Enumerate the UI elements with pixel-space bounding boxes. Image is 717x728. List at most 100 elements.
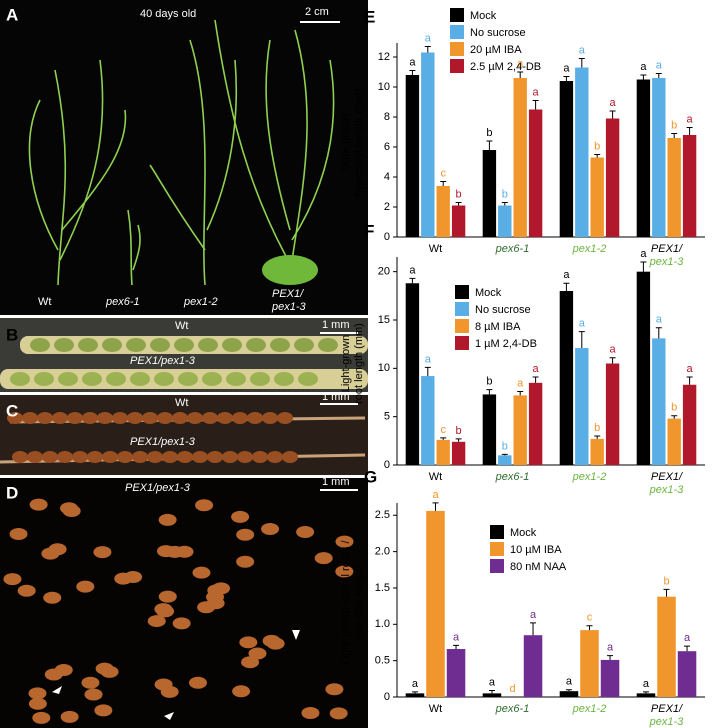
- error-bar: [607, 655, 614, 660]
- seed: [335, 565, 354, 578]
- error-bar: [532, 100, 539, 110]
- panel-label: A: [6, 5, 18, 24]
- error-bar: [409, 70, 416, 75]
- seed: [114, 572, 133, 585]
- x-tick-label: Wt: [429, 471, 442, 483]
- seed: [37, 412, 53, 424]
- scale-text: 1 mm: [322, 476, 350, 488]
- significance-letter: a: [533, 363, 540, 375]
- bar: [580, 630, 599, 697]
- seed: [28, 697, 47, 710]
- seed: [248, 647, 267, 660]
- error-bar: [671, 415, 678, 419]
- significance-letter: a: [489, 676, 496, 688]
- error-bar: [455, 202, 462, 206]
- seed: [154, 603, 173, 616]
- y-tick-label: 0.5: [375, 655, 390, 667]
- bar: [559, 291, 574, 465]
- scale-text: 1 mm: [322, 391, 350, 403]
- error-bar: [642, 691, 649, 694]
- ovule: [150, 338, 170, 352]
- bar: [652, 338, 666, 465]
- seed: [222, 451, 238, 463]
- legend-swatch: [450, 25, 464, 39]
- caption: pex1-2: [183, 296, 218, 308]
- error-bar: [594, 154, 601, 158]
- error-bar: [440, 437, 447, 440]
- bar: [482, 394, 497, 465]
- seed: [142, 412, 158, 424]
- seed: [17, 584, 36, 597]
- seed: [188, 676, 207, 689]
- caption: PEX1/pex1-3: [125, 482, 191, 494]
- y-tick-label: 1.0: [375, 618, 390, 630]
- y-tick-label: 5: [384, 411, 390, 423]
- ovule: [174, 338, 194, 352]
- seed: [241, 656, 260, 669]
- seed: [231, 510, 250, 523]
- error-bar: [655, 327, 662, 339]
- error-bar: [655, 73, 662, 78]
- significance-letter: b: [502, 440, 508, 452]
- significance-letter: b: [663, 575, 669, 587]
- bar: [667, 138, 681, 237]
- x-tick-label: pex6-1: [495, 703, 530, 715]
- bar: [436, 439, 450, 465]
- legend-swatch: [450, 42, 464, 56]
- seed: [60, 710, 79, 723]
- significance-letter: a: [425, 353, 432, 365]
- legend-label: Mock: [470, 10, 497, 22]
- seed: [147, 615, 166, 628]
- y-axis-label: mm root length: [353, 566, 365, 639]
- seed: [296, 526, 315, 539]
- error-bar: [530, 622, 537, 636]
- significance-letter: a: [566, 676, 573, 688]
- caption: PEX1/pex1-3: [130, 436, 196, 448]
- seed: [329, 707, 348, 720]
- seed: [67, 412, 83, 424]
- seed: [160, 685, 179, 698]
- error-bar: [486, 140, 493, 150]
- significance-letter: a: [610, 97, 617, 109]
- x-tick-label: pex1-2: [572, 471, 607, 483]
- seed: [22, 412, 38, 424]
- seed: [192, 566, 211, 579]
- ovule: [274, 372, 294, 386]
- y-tick-label: 15: [378, 314, 390, 326]
- seed: [187, 412, 203, 424]
- error-bar: [686, 127, 693, 135]
- seed: [177, 451, 193, 463]
- seed: [314, 552, 333, 565]
- bar: [405, 75, 420, 237]
- ovule: [298, 372, 318, 386]
- bar: [421, 376, 435, 465]
- significance-letter: b: [486, 127, 492, 139]
- y-tick-label: 0: [384, 459, 390, 471]
- significance-letter: a: [607, 641, 614, 653]
- error-bar: [453, 644, 460, 650]
- seed: [325, 683, 344, 696]
- y-axis-label: hypocotyl length (mm): [353, 88, 365, 196]
- legend-swatch: [450, 59, 464, 73]
- seed: [147, 451, 163, 463]
- x-tick-label: pex6-1: [495, 471, 530, 483]
- error-bar: [424, 46, 431, 53]
- error-bar: [578, 58, 585, 68]
- error-bar: [517, 71, 524, 78]
- legend-label: 20 µM IBA: [470, 44, 522, 56]
- x-tick-label: PEX1/pex1-3: [649, 471, 685, 496]
- bar: [498, 455, 512, 465]
- seed: [252, 451, 268, 463]
- seed: [95, 662, 114, 675]
- error-bar: [686, 376, 693, 385]
- legend-label: No sucrose: [475, 304, 531, 316]
- y-tick-label: 2.5: [375, 509, 390, 521]
- seed: [117, 451, 133, 463]
- plants: [28, 19, 335, 286]
- y-tick-label: 0: [384, 691, 390, 703]
- y-tick-label: 1.5: [375, 582, 390, 594]
- arrows: [52, 630, 300, 720]
- bar: [436, 186, 450, 237]
- bar: [605, 118, 620, 237]
- ovule: [178, 372, 198, 386]
